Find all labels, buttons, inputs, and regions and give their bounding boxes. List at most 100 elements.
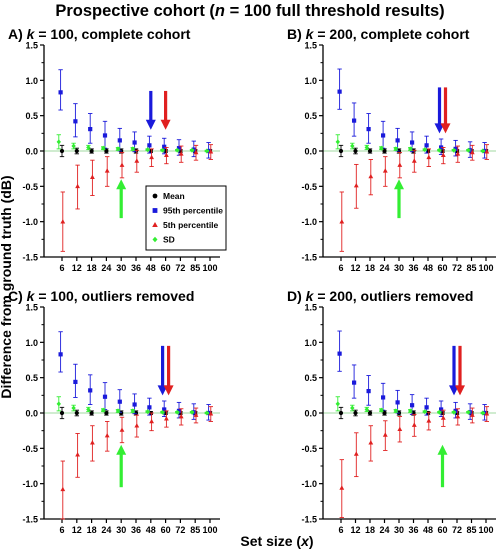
point-p5 [411,422,417,427]
point-p95 [102,394,108,399]
point-p95 [117,138,122,143]
x-tick-label: 30 [394,263,404,273]
arrow-green [394,179,404,219]
x-tick-label: 18 [365,263,375,273]
x-tick-label: 24 [379,263,389,273]
x-tick-label: 6 [59,263,64,273]
y-tick-label: -0.5 [301,444,317,454]
x-tick-label: 30 [116,525,126,535]
point-p95 [381,133,386,138]
point-sd [56,139,61,145]
series-p5 [339,406,490,519]
point-sd [101,407,106,413]
point-p5 [455,413,461,419]
point-sd [145,147,150,153]
point-sd [130,146,135,152]
point-sd [86,144,91,150]
y-tick-label: 0.0 [304,409,317,419]
x-tick-label: 72 [452,525,462,535]
series-p95 [337,68,487,159]
point-sd [175,409,180,415]
series-p5 [60,144,214,252]
arrow-green [437,444,448,488]
point-p5 [164,152,169,158]
arrow-head [160,119,171,130]
point-p95 [352,118,357,123]
point-p5 [382,168,388,173]
point-sd [335,139,340,145]
x-tick-label: 36 [408,525,418,535]
panel-title: C) k = 100, outliers removed [8,288,194,304]
point-p5 [353,183,359,188]
arrow-head [145,119,156,130]
point-p5 [484,411,490,416]
legend-label: SD [163,235,175,245]
point-sd [437,409,442,415]
point-mean [74,148,79,154]
point-sd [393,146,398,152]
panel-title-part: D) [287,288,306,304]
point-p95 [73,119,78,124]
series-p5 [339,144,490,252]
x-tick-label: 12 [350,263,360,273]
point-mean [59,148,65,154]
y-tick-label: 1.5 [304,303,317,313]
panel-title-part: k [27,26,36,42]
y-tick-label: 0.5 [304,373,317,383]
point-p5 [119,162,125,167]
point-p5 [104,433,110,438]
y-tick-label: 1.5 [304,41,317,51]
x-tick-label: 24 [101,263,111,273]
y-tick-label: -1.5 [301,515,317,525]
legend-label: 95th percentile [163,206,223,216]
point-p5 [397,426,403,432]
point-p95 [410,140,415,145]
x-tick-label: 60 [161,263,171,273]
point-sd [204,148,209,154]
chart-panel-3: C) k = 100, outliers removed -1.5 -1.0 -0.5… [8,288,220,535]
x-tick-label: 6 [338,525,343,535]
x-tick-label: 100 [202,263,217,273]
point-p5 [368,173,374,179]
x-tick-label: 85 [190,263,200,273]
panel-title-part: = 100, complete cohort [34,26,190,42]
x-tick-label: 85 [466,263,476,273]
panel-title: B) k = 200, complete cohort [287,26,470,42]
y-tick-label: 0.0 [25,147,38,157]
point-p95 [162,407,167,412]
point-p5 [193,412,199,417]
x-tick-label: 18 [87,263,97,273]
point-mean [74,410,79,416]
arrow-red [455,345,465,396]
point-p95 [395,138,400,143]
y-tick-label: 0.5 [25,373,38,383]
x-tick-label: 72 [452,263,462,273]
point-p5 [411,158,417,163]
series-p95 [337,330,487,421]
point-p95 [102,133,108,138]
arrow-head [116,444,127,455]
arrow-head [455,385,465,396]
point-p5 [119,427,125,432]
point-p95 [366,388,371,394]
x-tick-label: 18 [365,525,375,535]
point-p5 [149,418,154,424]
y-tick-label: 1.0 [25,76,38,86]
point-p95 [424,405,429,410]
point-p5 [339,485,345,490]
point-p95 [439,407,444,412]
series-sd [56,134,209,154]
y-tick-label: 1.5 [25,41,38,51]
point-p5 [134,423,140,428]
panel-title: A) k = 100, complete cohort [8,26,191,42]
y-tick-label: -1.5 [22,515,38,525]
x-tick-label: 60 [437,525,447,535]
y-tick-label: -1.0 [22,217,38,227]
point-p5 [193,149,199,155]
panels-group: A) k = 100, complete cohort -1.5 -1.0 -0.5 0… [8,26,496,535]
point-p5 [440,415,446,420]
point-mean [338,410,344,416]
arrow-red [440,87,451,134]
y-tick-label: 0.0 [25,409,38,419]
point-sd [160,147,165,153]
